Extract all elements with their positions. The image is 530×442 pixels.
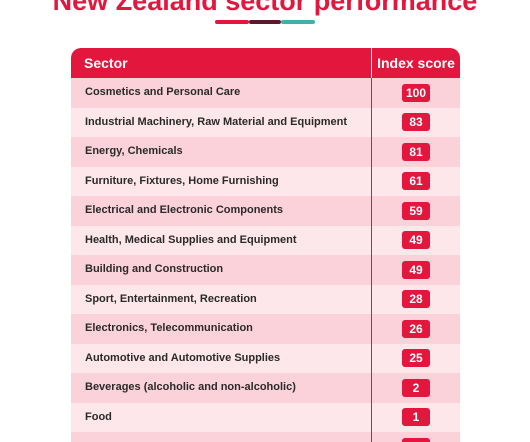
table-row: Health, Medical Supplies and Equipment 49: [71, 225, 460, 256]
score-badge: 49: [402, 231, 430, 250]
table-header: Sector Index score: [71, 48, 460, 78]
table-body: Cosmetics and Personal Care 100 Industrial…: [71, 78, 460, 442]
header-sector: Sector: [71, 48, 372, 78]
score-cell: 61: [372, 167, 460, 197]
score-badge: 83: [402, 113, 430, 132]
table-row: [71, 432, 460, 442]
score-cell: 59: [372, 196, 460, 226]
score-badge: 100: [402, 83, 430, 102]
table-row: Cosmetics and Personal Care 100: [71, 78, 460, 108]
score-cell: 2: [372, 373, 460, 403]
sector-name: Building and Construction: [71, 255, 372, 285]
score-badge: 1: [402, 408, 430, 427]
underline-segment-teal: [281, 20, 315, 24]
table-row: Electrical and Electronic Components 59: [71, 196, 460, 226]
score-cell: 1: [372, 403, 460, 433]
score-cell: 49: [372, 255, 460, 285]
score-cell: 83: [372, 108, 460, 138]
table-row: Food 1: [71, 402, 460, 433]
sector-name: Furniture, Fixtures, Home Furnishing: [71, 166, 372, 196]
sector-name: Electrical and Electronic Components: [71, 196, 372, 226]
table-row: Electronics, Telecommunication 26: [71, 314, 460, 344]
score-cell: 28: [372, 285, 460, 315]
sector-name: Cosmetics and Personal Care: [71, 78, 372, 108]
score-cell: [372, 432, 460, 442]
sector-name: [71, 432, 372, 442]
score-badge: 2: [402, 378, 430, 397]
score-badge: 49: [402, 260, 430, 279]
score-badge: [402, 437, 430, 442]
score-badge: 26: [402, 319, 430, 338]
sector-name: Food: [71, 402, 372, 432]
score-cell: 81: [372, 137, 460, 167]
score-cell: 100: [372, 78, 460, 108]
table-row: Energy, Chemicals 81: [71, 137, 460, 167]
sector-table: Sector Index score Cosmetics and Persona…: [71, 48, 460, 442]
score-badge: 25: [402, 349, 430, 368]
score-badge: 59: [402, 201, 430, 220]
score-cell: 26: [372, 314, 460, 344]
table-row: Beverages (alcoholic and non-alcoholic) 2: [71, 373, 460, 403]
underline-segment-red: [215, 20, 249, 24]
table-row: Sport, Entertainment, Recreation 28: [71, 284, 460, 315]
page-title: New Zealand sector performance: [52, 0, 478, 16]
header-index-score: Index score: [377, 55, 455, 71]
score-cell: 25: [372, 344, 460, 374]
table-row: Automotive and Automotive Supplies 25: [71, 343, 460, 374]
score-cell: 49: [372, 226, 460, 256]
sector-name: Energy, Chemicals: [71, 137, 372, 167]
score-badge: 28: [402, 290, 430, 309]
table-row: Furniture, Fixtures, Home Furnishing 61: [71, 166, 460, 197]
score-badge: 81: [402, 142, 430, 161]
score-badge: 61: [402, 172, 430, 191]
title-underline: [215, 20, 315, 24]
table-row: Building and Construction 49: [71, 255, 460, 285]
sector-name: Sport, Entertainment, Recreation: [71, 284, 372, 314]
underline-segment-dark: [249, 20, 281, 24]
sector-name: Automotive and Automotive Supplies: [71, 343, 372, 373]
sector-name: Beverages (alcoholic and non-alcoholic): [71, 373, 372, 403]
sector-name: Health, Medical Supplies and Equipment: [71, 225, 372, 255]
table-row: Industrial Machinery, Raw Material and E…: [71, 107, 460, 138]
sector-name: Industrial Machinery, Raw Material and E…: [71, 107, 372, 137]
sector-name: Electronics, Telecommunication: [71, 314, 372, 344]
